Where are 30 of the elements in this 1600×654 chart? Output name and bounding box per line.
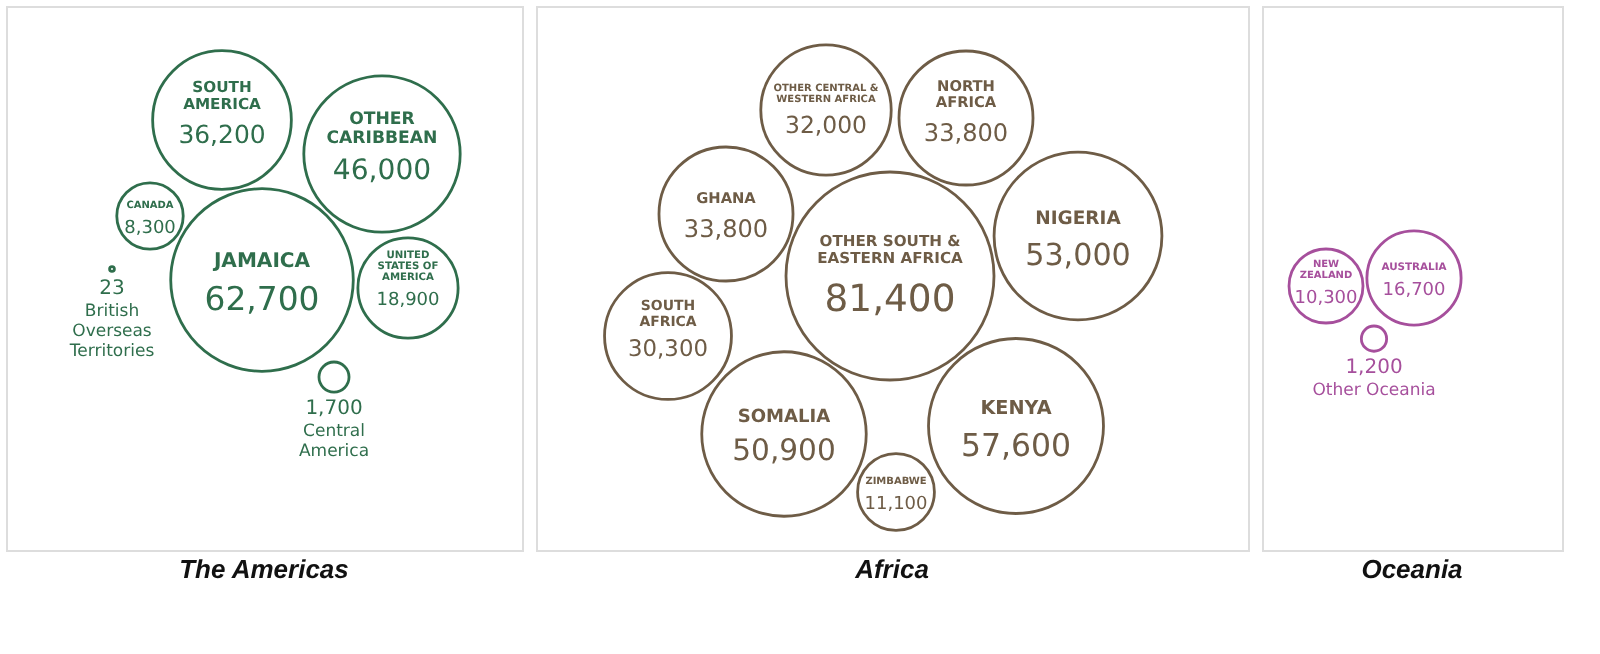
data-label: 23 bbox=[99, 278, 125, 300]
category-label: Other Oceania bbox=[1312, 381, 1436, 402]
category-label: SOMALIA bbox=[737, 408, 831, 429]
data-label: 46,000 bbox=[332, 155, 432, 188]
text: Oceania bbox=[1361, 554, 1463, 584]
data-label: 57,600 bbox=[960, 425, 1072, 464]
data-label: 16,700 bbox=[1382, 281, 1447, 302]
data-label: 33,800 bbox=[923, 118, 1009, 147]
category-label: JAMAICA bbox=[211, 251, 311, 274]
data-label: 8,300 bbox=[124, 219, 177, 240]
data-label: 36,200 bbox=[178, 119, 266, 150]
data-label: 30,300 bbox=[628, 334, 708, 363]
data-label: 32,000 bbox=[784, 110, 868, 139]
category-label: Central America bbox=[298, 422, 370, 463]
category-label: NIGERIA bbox=[1035, 208, 1123, 231]
data-label: 62,700 bbox=[204, 280, 320, 319]
category-label: OTHER CARIBBEAN bbox=[326, 110, 438, 150]
data-label: 81,400 bbox=[824, 279, 956, 322]
data-label: 11,100 bbox=[864, 495, 929, 516]
data-label: 18,900 bbox=[376, 291, 441, 312]
data-label: 33,800 bbox=[683, 214, 769, 243]
data-label: 53,000 bbox=[1025, 236, 1131, 273]
data-label: 1,200 bbox=[1345, 357, 1403, 380]
category-label: KENYA bbox=[980, 397, 1053, 420]
data-label: 1,700 bbox=[305, 398, 363, 421]
text: Africa bbox=[853, 554, 929, 584]
text: The Americas bbox=[179, 554, 349, 584]
data-label: 10,300 bbox=[1294, 289, 1359, 310]
data-label: 50,900 bbox=[732, 434, 836, 469]
category-label: British Overseas Territories bbox=[67, 302, 156, 362]
